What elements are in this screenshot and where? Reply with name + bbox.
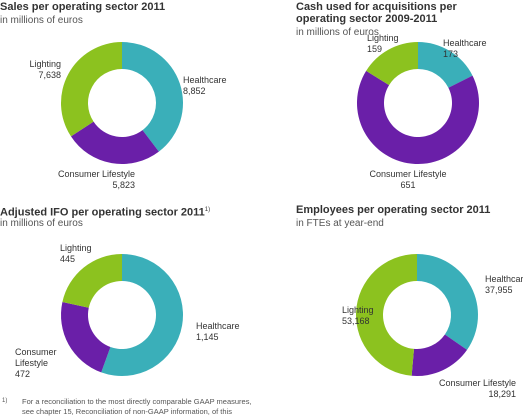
segment-value: 445 [60, 254, 76, 264]
footnote-marker: 1) [2, 398, 8, 404]
donut-segment [356, 254, 417, 376]
donut-segment [62, 254, 122, 308]
segment-name: Lighting [60, 243, 92, 253]
segment-label: Consumer Lifestyle 18,291 [410, 378, 516, 400]
segment-value: 651 [400, 180, 416, 190]
chart-title: Cash used for acquisitions per operating… [296, 1, 471, 25]
segment-label: Healthcare 1,145 [196, 321, 256, 343]
segment-label: Lighting 159 [367, 33, 407, 55]
segment-value: 7,638 [38, 70, 61, 80]
segment-name: Consumer Lifestyle [15, 347, 57, 368]
donut-segment [418, 42, 473, 88]
chart-subtitle: in millions of euros [296, 27, 379, 38]
segment-value: 53,168 [342, 316, 370, 326]
segment-name: Consumer Lifestyle [369, 169, 447, 179]
segment-name: Lighting [29, 59, 61, 69]
donut-segment [366, 42, 418, 86]
segment-value: 173 [443, 49, 459, 59]
chart-subtitle: in millions of euros [0, 218, 83, 229]
segment-name: Consumer Lifestyle [438, 378, 516, 388]
donut-segment [411, 334, 468, 376]
chart-title: Employees per operating sector 2011 [296, 204, 521, 216]
segment-value: 1,145 [196, 332, 219, 342]
chart-title-text: Sales per operating sector 2011 [0, 1, 166, 13]
segment-label: Lighting 53,168 [342, 305, 392, 327]
segment-label: Healthcare 173 [443, 38, 503, 60]
chart-subtitle: in FTEs at year-end [296, 218, 384, 229]
donut-segment [356, 70, 479, 165]
donut-segment [61, 301, 111, 373]
segment-name: Consumer Lifestyle [57, 169, 135, 179]
segment-name: Lighting [342, 305, 374, 315]
segment-label: Lighting 7,638 [10, 59, 61, 81]
segment-label: Lighting 445 [60, 243, 100, 265]
segment-label: Consumer Lifestyle 651 [358, 169, 458, 191]
segment-value: 5,823 [112, 180, 135, 190]
segment-name: Healthcare [485, 274, 523, 284]
donut-segment [122, 42, 183, 152]
segment-label: Consumer Lifestyle 472 [15, 347, 60, 380]
segment-value: 8,852 [183, 86, 206, 96]
segment-value: 159 [367, 44, 383, 54]
segment-label: Consumer Lifestyle 5,823 [40, 169, 135, 191]
segment-value: 472 [15, 369, 31, 379]
chart-title: Adjusted IFO per operating sector 20111) [0, 204, 250, 219]
chart-subtitle: in millions of euros [0, 15, 83, 26]
title-note: 1) [204, 207, 211, 213]
segment-name: Lighting [367, 33, 399, 43]
segment-name: Healthcare [183, 75, 227, 85]
donut-segment [70, 121, 159, 164]
chart-title-text: Employees per operating sector 2011 [296, 204, 491, 216]
donut-segment [60, 42, 122, 137]
segment-name: Healthcare [196, 321, 240, 331]
donut-segment [417, 254, 478, 350]
segment-label: Healthcare 8,852 [183, 75, 253, 97]
segment-name: Healthcare [443, 38, 487, 48]
segment-value: 37,955 [485, 285, 513, 295]
chart-title: Sales per operating sector 2011 [0, 1, 250, 13]
donut-segment [101, 254, 184, 376]
chart-title-text: Adjusted IFO per operating sector 2011 [0, 206, 205, 219]
footnote-text: For a reconciliation to the most directl… [22, 397, 252, 418]
segment-label: Healthcare37,955 [485, 274, 523, 296]
segment-value: 18,291 [488, 389, 516, 399]
chart-title-text: Cash used for acquisitions per operating… [296, 1, 457, 25]
